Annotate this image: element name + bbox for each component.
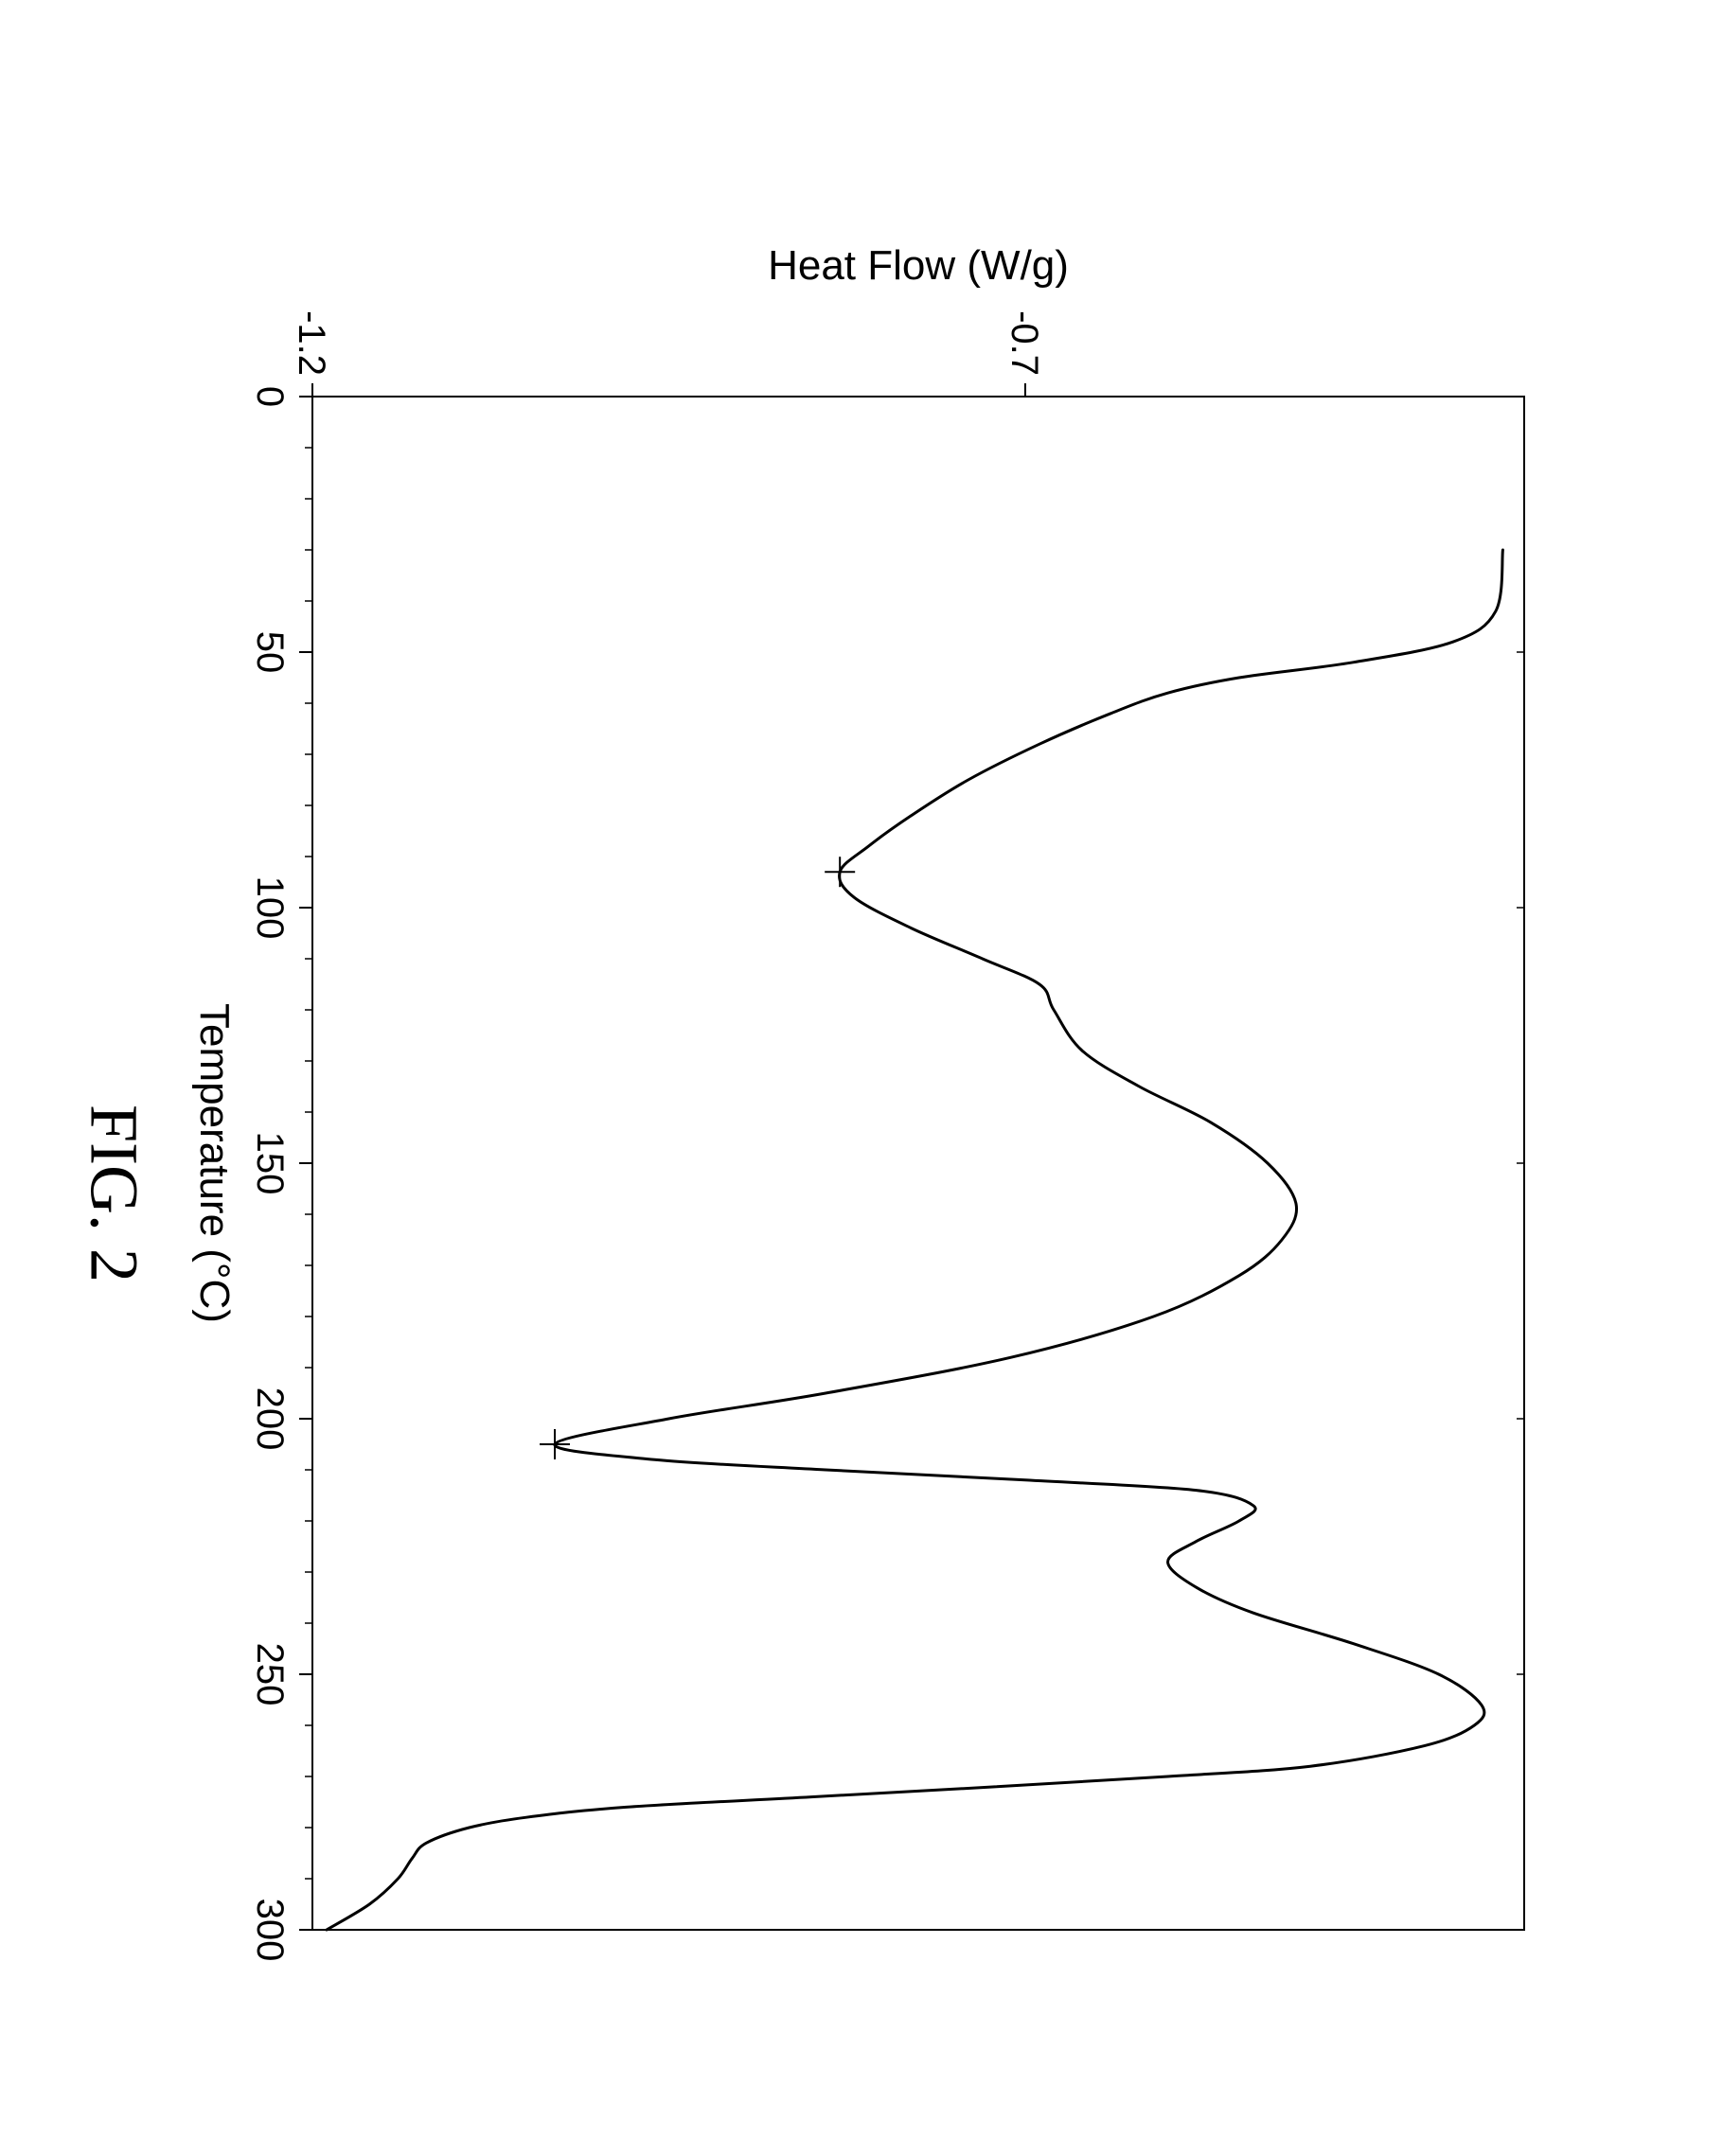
y-tick-label: -1.2 xyxy=(291,310,332,376)
figure-caption: FIG. 2 xyxy=(75,1105,153,1282)
x-axis-label: Temperature (°C) xyxy=(191,1003,238,1323)
x-tick-label: 150 xyxy=(249,1132,291,1195)
x-tick-label: 300 xyxy=(249,1899,291,1962)
dsc-thermogram-chart: 0 50 100 150 200 250 300 Temperature (°C) -1.2 -0… xyxy=(142,179,1581,1977)
y-tick-label: -0.7 xyxy=(1004,310,1045,376)
heat-flow-curve xyxy=(327,550,1502,1930)
x-tick-label: 50 xyxy=(249,631,291,674)
x-tick-label: 0 xyxy=(249,386,291,407)
page: 0 50 100 150 200 250 300 Temperature (°C) -1.2 -0… xyxy=(0,0,1723,2156)
x-tick-label: 250 xyxy=(249,1643,291,1706)
plot-border xyxy=(312,397,1524,1930)
y-axis-label: Heat Flow (W/g) xyxy=(768,242,1069,289)
peak-marker xyxy=(540,1429,570,1459)
x-tick-label: 100 xyxy=(249,876,291,940)
x-tick-label: 200 xyxy=(249,1387,291,1451)
chart-container: 0 50 100 150 200 250 300 Temperature (°C) -1.2 -0… xyxy=(142,179,1581,1977)
